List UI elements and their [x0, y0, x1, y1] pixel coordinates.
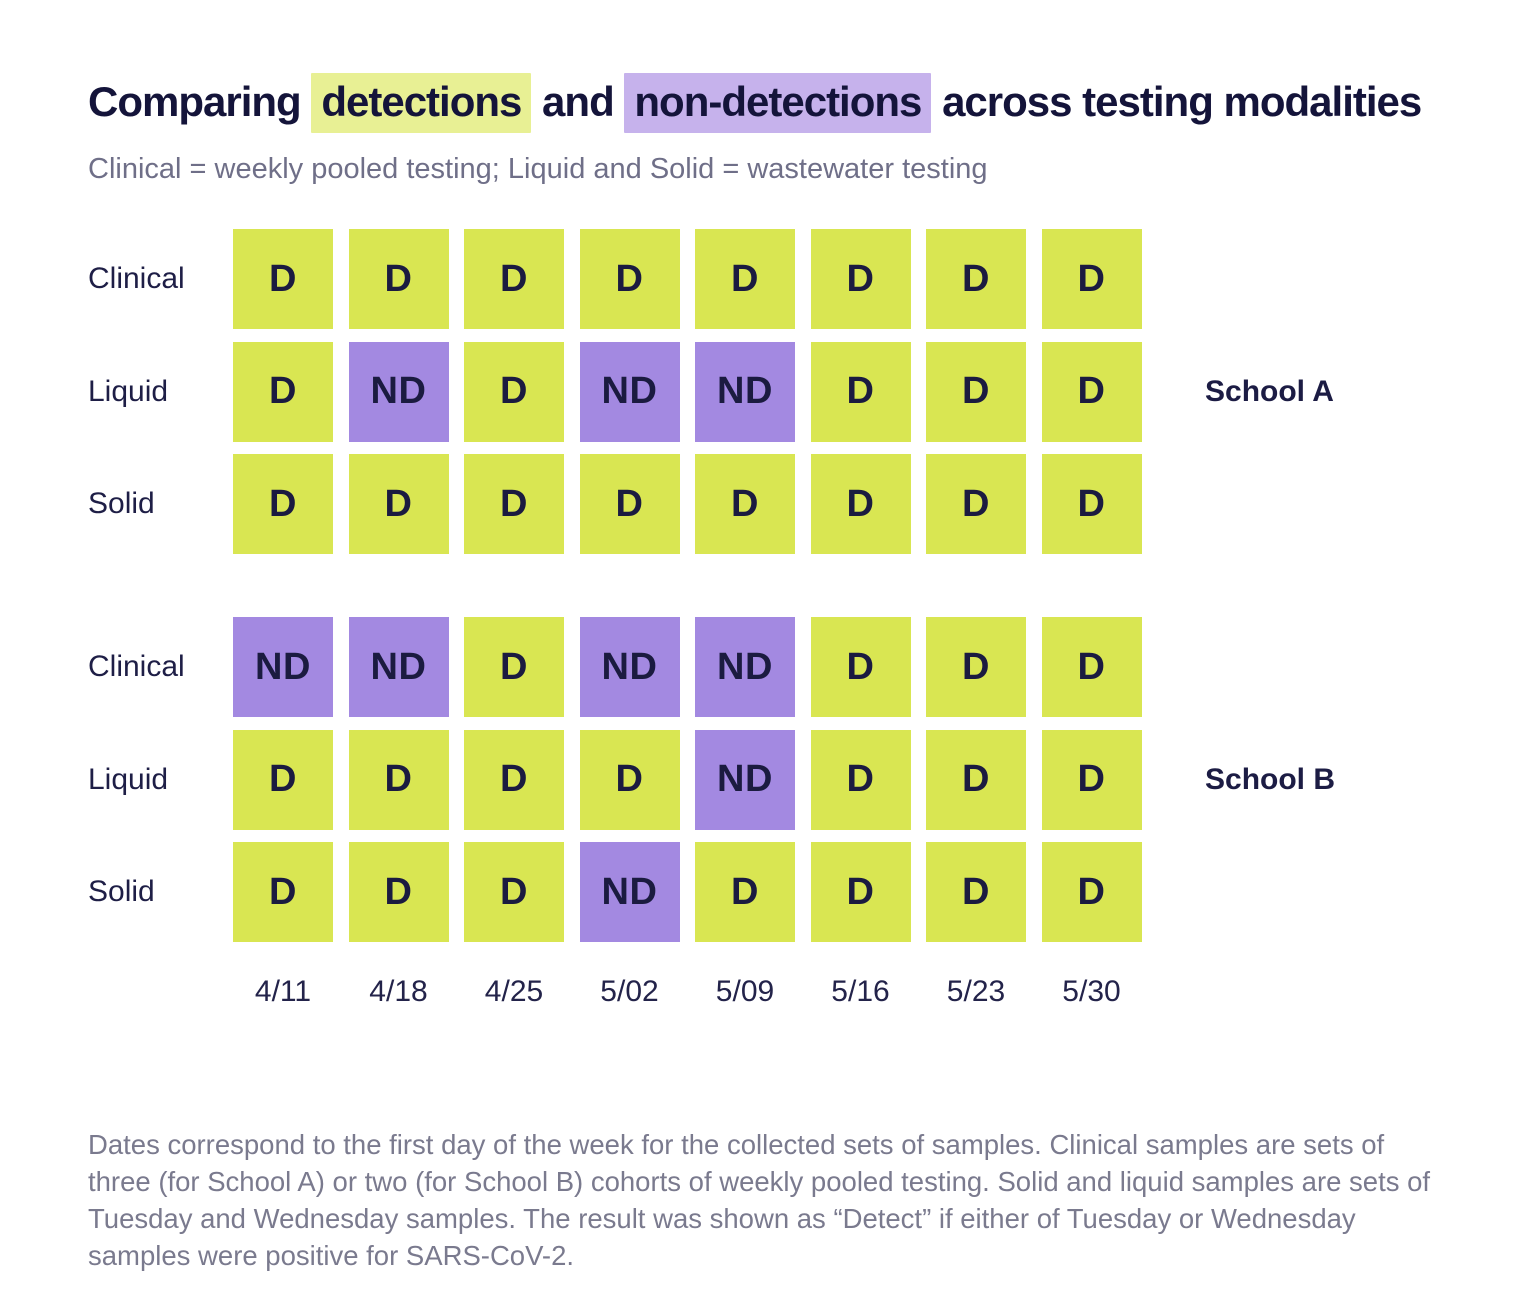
row-label-clinical: Clinical — [88, 650, 185, 683]
heatmap-cell: D — [464, 729, 564, 830]
heatmap-chart: Clinical D D D D D D D D Liquid D ND D ND ND D D D Solid D D… — [88, 229, 1387, 1009]
heatmap-cell: D — [348, 454, 449, 554]
date-label: 5/02 — [600, 975, 659, 1008]
school-group-school-a: Clinical D D D D D D D D Liquid D ND D ND ND D D D Solid D D… — [88, 229, 1387, 554]
heatmap-cell: D — [810, 229, 911, 329]
chart-footnote: Dates correspond to the first day of the… — [88, 1128, 1431, 1271]
heatmap-cell: D — [695, 454, 795, 554]
heatmap-cell: ND — [233, 617, 333, 717]
heatmap-cell: D — [926, 341, 1026, 442]
heatmap-cell: D — [810, 454, 911, 554]
school-group-school-b: Clinical ND ND D ND ND D D D Liquid D D D D ND D D D Solid… — [88, 617, 1387, 942]
heatmap-cell: ND — [579, 842, 680, 942]
title-text: and — [531, 78, 625, 126]
date-label: 4/25 — [484, 975, 544, 1008]
heatmap-cell: D — [464, 454, 564, 554]
heatmap-cell: D — [926, 842, 1026, 942]
row-label-liquid: Liquid — [88, 762, 169, 796]
heatmap-cell: D — [348, 229, 449, 329]
heatmap-cell: D — [464, 229, 564, 329]
row-label-liquid: Liquid — [88, 374, 169, 408]
heatmap-cell: D — [1041, 729, 1142, 830]
heatmap-cell: D — [464, 842, 564, 942]
heatmap-cell: ND — [579, 617, 680, 717]
heatmap-cell: D — [233, 229, 333, 329]
date-label: 4/11 — [254, 975, 312, 1008]
heatmap-cell: ND — [579, 341, 680, 442]
heatmap-cell: D — [810, 341, 911, 442]
heatmap-cell: D — [695, 842, 795, 942]
date-label: 4/18 — [369, 975, 428, 1008]
title-highlight-non-detections: non-detections — [624, 73, 932, 134]
chart-subtitle: Clinical = weekly pooled testing; Liquid… — [88, 153, 988, 185]
heatmap-cell: D — [926, 229, 1026, 329]
heatmap-cell: ND — [348, 617, 449, 717]
heatmap-cell: D — [233, 341, 333, 442]
heatmap-cell: D — [579, 454, 680, 554]
heatmap-cell: D — [348, 842, 449, 942]
date-label: 5/23 — [946, 975, 1006, 1008]
group-label-school-a: School A — [1205, 374, 1334, 408]
title-text: across testing modalities — [931, 78, 1422, 126]
heatmap-cell: ND — [695, 729, 795, 830]
heatmap-cell: D — [810, 617, 911, 717]
heatmap-cell: D — [926, 617, 1026, 717]
title-highlight-detections: detections — [311, 73, 532, 134]
heatmap-cell: D — [348, 729, 449, 830]
date-label: 5/16 — [831, 975, 890, 1008]
heatmap-cell: D — [1041, 617, 1142, 717]
heatmap-cell: D — [1041, 454, 1142, 554]
row-label-solid: Solid — [88, 875, 155, 908]
heatmap-cell: D — [233, 729, 333, 830]
heatmap-cell: D — [810, 729, 911, 830]
row-label-solid: Solid — [88, 487, 155, 520]
heatmap-cell: D — [926, 454, 1026, 554]
title-text: Comparing — [88, 78, 312, 126]
heatmap-cell: D — [1041, 842, 1142, 942]
page-title: Comparing detections and non-detections … — [88, 73, 1422, 134]
heatmap-cell: D — [233, 842, 333, 942]
heatmap-cell: ND — [348, 341, 449, 442]
heatmap-cell: D — [579, 729, 680, 830]
heatmap-cell: D — [1041, 229, 1142, 329]
heatmap-cell: D — [464, 341, 564, 442]
date-axis: 4/11 4/18 4/25 5/02 5/09 5/16 5/23 5/30 — [88, 975, 1387, 1009]
heatmap-cell: ND — [695, 341, 795, 442]
row-label-clinical: Clinical — [88, 262, 185, 295]
heatmap-cell: D — [695, 229, 795, 329]
heatmap-cell: D — [926, 729, 1026, 830]
heatmap-cell: D — [579, 229, 680, 329]
heatmap-cell: D — [464, 617, 564, 717]
heatmap-cell: D — [810, 842, 911, 942]
heatmap-cell: D — [233, 454, 333, 554]
group-label-school-b: School B — [1205, 762, 1336, 796]
date-label: 5/30 — [1062, 975, 1121, 1008]
heatmap-cell: D — [1041, 341, 1142, 442]
date-label: 5/09 — [715, 975, 775, 1008]
heatmap-cell: ND — [695, 617, 795, 717]
